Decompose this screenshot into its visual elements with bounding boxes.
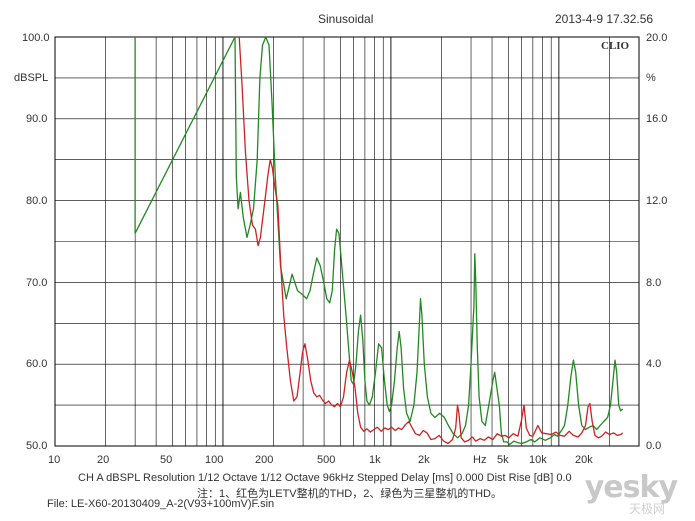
x-tick-label: 200 <box>255 454 274 466</box>
measurement-settings: CH A dBSPL Resolution 1/12 Octave 1/12 O… <box>78 472 572 484</box>
x-tick-label: 20k <box>575 454 593 466</box>
footnote: 注：1、红色为LETV整机的THD，2、绿色为三星整机的THD。 <box>197 488 502 500</box>
right-tick-label: 12.0 <box>646 195 668 207</box>
right-tick-label: 4.0 <box>646 358 662 370</box>
x-tick-label: 10k <box>529 454 547 466</box>
right-tick-label: 8.0 <box>646 277 662 289</box>
x-tick-label: 50 <box>160 454 173 466</box>
watermark-logo: yesky <box>584 470 678 505</box>
x-tick-label: 20 <box>97 454 110 466</box>
x-tick-label: 2k <box>418 454 430 466</box>
left-tick-label: 60.0 <box>26 358 48 370</box>
x-tick-label: 100 <box>205 454 224 466</box>
x-tick-label: 10 <box>48 454 61 466</box>
right-tick-label: 20.0 <box>646 32 668 44</box>
chart-title: Sinusoidal <box>318 12 374 26</box>
x-tick-label: 500 <box>317 454 336 466</box>
x-tick-label: 1k <box>369 454 381 466</box>
timestamp: 2013-4-9 17.32.56 <box>555 12 654 26</box>
left-tick-label: 80.0 <box>26 195 48 207</box>
series-group <box>134 37 624 446</box>
watermark-subtitle: 天极网 <box>628 502 665 516</box>
x-tick-label: 5k <box>497 454 509 466</box>
left-tick-label: 100.0 <box>22 32 50 44</box>
x-axis-unit: Hz <box>473 454 487 466</box>
right-axis-unit: % <box>646 72 656 84</box>
left-tick-label: 90.0 <box>26 113 48 125</box>
series-line-red <box>238 37 624 445</box>
right-tick-label: 0.0 <box>646 440 662 452</box>
left-tick-label: 70.0 <box>26 277 48 289</box>
right-tick-label: 16.0 <box>646 113 668 125</box>
left-axis-unit: dBSPL <box>14 72 49 84</box>
left-tick-label: 50.0 <box>26 440 48 452</box>
file-name: File: LE-X60-20130409_A-2(V93+100mV)F.si… <box>47 498 275 510</box>
brand-logo: CLIO <box>601 40 630 52</box>
